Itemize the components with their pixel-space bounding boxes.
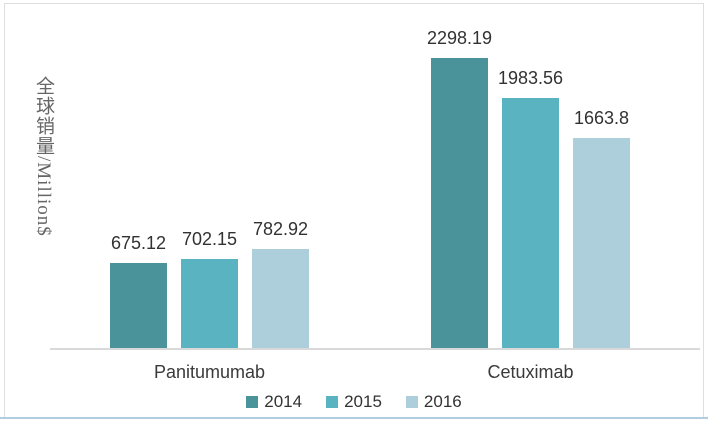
legend-label: 2016 — [423, 392, 462, 411]
category-label-cetuximab: Cetuximab — [487, 362, 574, 382]
legend-label: 2014 — [264, 392, 303, 411]
bar-panitumumab-2015 — [181, 259, 238, 348]
bar-cetuximab-2015 — [502, 98, 559, 348]
bottom-accent-line — [0, 417, 708, 419]
legend: 2014 2015 2016 — [0, 392, 708, 412]
value-label-cetuximab-2016: 1663.8 — [573, 108, 630, 128]
x-axis-line — [50, 348, 700, 350]
legend-item-2015: 2015 — [326, 392, 382, 412]
value-label-panitumumab-2016: 782.92 — [252, 219, 309, 239]
bar-cetuximab-2016 — [573, 138, 630, 348]
y-axis-label: 全球销量/Million$ — [33, 76, 54, 237]
legend-swatch-icon — [326, 396, 339, 408]
bar-cetuximab-2014 — [431, 58, 488, 348]
category-label-panitumumab: Panitumumab — [153, 362, 266, 382]
legend-item-2016: 2016 — [405, 392, 462, 412]
value-label-cetuximab-2014: 2298.19 — [426, 28, 493, 48]
legend-label: 2015 — [344, 392, 382, 411]
bar-panitumumab-2014 — [110, 263, 167, 348]
value-label-cetuximab-2015: 1983.56 — [497, 68, 564, 88]
plot-area: 675.12 702.15 782.92 2298.19 1983.56 1663.8 — [110, 28, 630, 348]
value-label-panitumumab-2014: 675.12 — [110, 233, 167, 253]
legend-item-2014: 2014 — [246, 392, 302, 412]
legend-swatch-icon — [405, 396, 418, 408]
bar-panitumumab-2016 — [252, 249, 309, 348]
value-label-panitumumab-2015: 702.15 — [181, 229, 238, 249]
legend-swatch-icon — [246, 396, 259, 408]
